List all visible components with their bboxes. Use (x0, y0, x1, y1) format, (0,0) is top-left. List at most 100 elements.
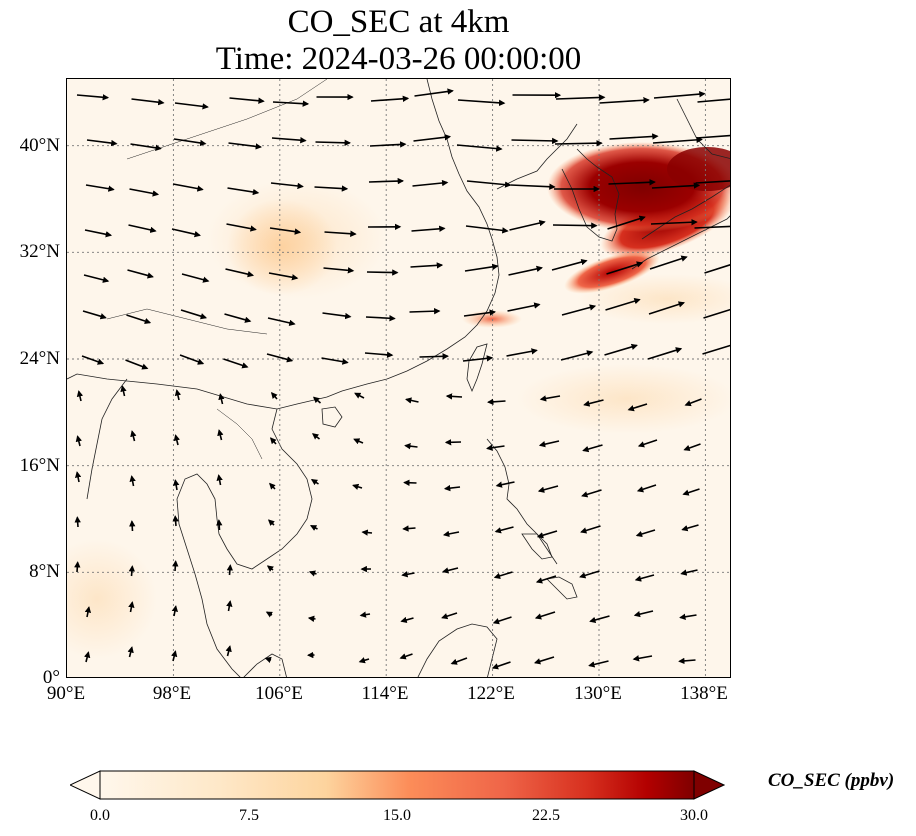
lat-label-40n: 40°N (19, 135, 60, 156)
wind-arrow (174, 102, 209, 110)
wind-arrow (127, 269, 154, 279)
wind-arrow (85, 184, 115, 192)
wind-arrow (364, 351, 394, 358)
wind-arrow (128, 565, 136, 577)
wind-arrow (267, 519, 275, 527)
wind-arrow (353, 438, 364, 445)
wind-arrow (560, 350, 594, 361)
wind-arrow (579, 570, 600, 579)
wind-arrow (457, 99, 506, 107)
wind-arrow (264, 656, 272, 663)
wind-arrow (495, 481, 515, 488)
wind-arrow (229, 97, 265, 104)
wind-arrow (410, 262, 444, 269)
wind-arrow (493, 571, 513, 579)
wind-arrow (533, 656, 555, 665)
wind-arrow (445, 393, 463, 400)
wind-arrow (401, 571, 415, 578)
wind-arrow (463, 309, 496, 317)
wind-arrow (127, 646, 134, 658)
wind-arrow (130, 143, 162, 151)
wind-arrow (580, 525, 601, 534)
wind-arrow (225, 268, 255, 278)
wind-arrow (695, 180, 730, 184)
wind-arrow (466, 180, 512, 188)
wind-arrow (171, 605, 179, 617)
wind-arrow (171, 228, 201, 238)
wind-arrow (491, 661, 511, 670)
wind-arrow (635, 529, 656, 538)
wind-arrow (172, 183, 204, 192)
wind-arrow (74, 561, 81, 573)
wind-arrow (74, 471, 82, 483)
wind-arrow (494, 526, 514, 534)
colorbar-tick-15: 15.0 (383, 807, 411, 824)
wind-arrow (456, 144, 503, 152)
wind-arrow (86, 139, 118, 147)
wind-arrow (443, 484, 461, 492)
wind-vectors (74, 88, 730, 670)
wind-arrow (652, 136, 703, 144)
wind-arrow (633, 610, 654, 618)
wind-arrow (703, 308, 730, 319)
wind-arrow (172, 515, 179, 527)
colorbar-label: CO_SEC (ppbv) (768, 770, 895, 791)
wind-arrow (538, 440, 560, 448)
wind-arrow (76, 94, 110, 101)
lon-label-114e: 114°E (361, 683, 409, 704)
wind-arrow (352, 483, 363, 490)
wind-arrow (180, 309, 208, 320)
wind-arrow (492, 616, 512, 625)
wind-arrow (647, 347, 683, 360)
wind-arrow (76, 390, 84, 402)
wind-arrow (81, 355, 105, 365)
wind-arrow (84, 606, 92, 618)
wind-arrow (82, 310, 107, 320)
wind-arrow (225, 645, 232, 657)
wind-arrow (510, 183, 556, 190)
wind-arrow (607, 215, 646, 230)
lat-label-8n: 8°N (29, 561, 60, 582)
wind-arrow (269, 437, 277, 445)
wind-arrow (649, 255, 688, 270)
wind-arrow (462, 355, 494, 362)
lat-label-32n: 32°N (19, 241, 60, 262)
wind-arrow (414, 88, 454, 97)
wind-arrow (267, 317, 296, 326)
wind-arrow (173, 434, 180, 446)
map-time-subtitle: Time: 2024-03-26 00:00:00 (215, 41, 582, 77)
wind-arrow (536, 530, 558, 539)
lat-label-24n: 24°N (19, 348, 60, 369)
wind-arrow (309, 524, 318, 531)
wind-arrow (216, 474, 223, 486)
wind-arrow (555, 94, 606, 101)
wind-arrow (227, 187, 260, 196)
wind-arrow (405, 397, 419, 404)
wind-arrow (581, 489, 602, 498)
wind-arrow (508, 265, 543, 276)
wind-arrow (128, 601, 135, 613)
wind-arrow (402, 525, 416, 532)
wind-arrow (606, 261, 644, 275)
map-title: CO_SEC at 4km (287, 4, 510, 40)
wind-arrow (679, 613, 697, 620)
wind-arrow (366, 269, 399, 276)
colorbar-tick-30: 30.0 (680, 807, 708, 824)
wind-arrow (271, 137, 307, 144)
wind-arrow (683, 443, 701, 451)
wind-arrow (315, 139, 351, 146)
wind-arrow (173, 138, 207, 147)
wind-arrow (400, 616, 414, 624)
wind-arrow (173, 479, 180, 491)
wind-arrow (486, 444, 505, 451)
wind-arrow (322, 312, 352, 320)
wind-arrow (534, 611, 556, 620)
wind-arrow (653, 90, 706, 99)
wind-arrow (681, 524, 699, 532)
wind-arrow (609, 133, 659, 140)
wind-arrow (130, 430, 137, 442)
wind-arrow (75, 435, 82, 447)
wind-arrow (224, 313, 252, 323)
wind-arrow (507, 302, 541, 312)
wind-arrow (608, 179, 656, 186)
